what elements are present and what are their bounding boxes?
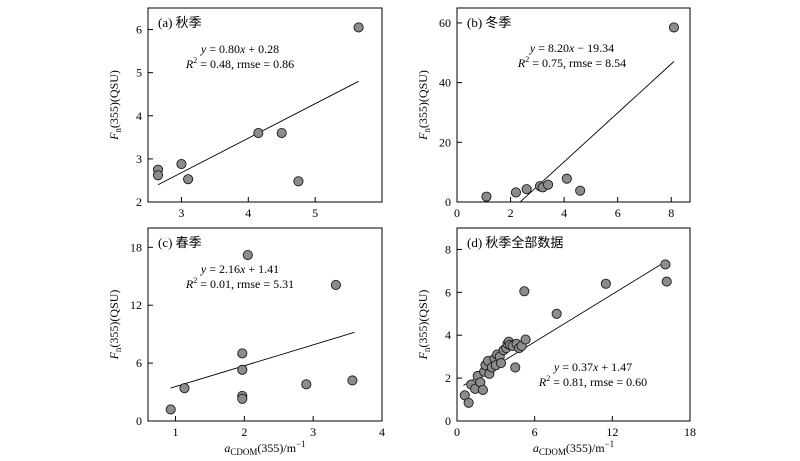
data-point <box>237 393 248 404</box>
fit-equation: y = 2.16x + 1.41 <box>200 262 279 276</box>
fit-statistics: R2 = 0.81, rmse = 0.60 <box>538 374 647 389</box>
y-tick-label: 8 <box>445 242 451 256</box>
x-tick-label: 5 <box>312 206 318 220</box>
regression-line <box>170 331 355 389</box>
data-point <box>237 364 248 375</box>
panel-title: (d) 秋季全部数据 <box>467 235 563 250</box>
panel-title: (a) 秋季 <box>158 15 202 30</box>
fit-equation: y = 0.37x + 1.47 <box>553 360 632 374</box>
data-point <box>510 187 521 198</box>
panel-title: (b) 冬季 <box>467 15 511 30</box>
data-point <box>519 286 530 297</box>
fit-statistics: R2 = 0.01, rmse = 5.31 <box>185 276 294 291</box>
data-point <box>347 375 358 386</box>
y-tick-label: 12 <box>130 298 142 312</box>
y-tick-label: 2 <box>445 371 451 385</box>
y-axis-label: Fn(355)(QSU) <box>416 290 432 361</box>
y-tick-label: 3 <box>136 152 142 166</box>
data-point <box>152 170 164 181</box>
x-tick-label: 12 <box>606 425 618 439</box>
panel-title: (c) 春季 <box>158 235 202 250</box>
y-tick-label: 0 <box>136 414 142 428</box>
x-tick-label: 2 <box>241 425 247 439</box>
data-point <box>463 397 474 408</box>
data-point <box>237 348 248 359</box>
data-point <box>575 185 586 196</box>
y-axis-label: Fn(355)(QSU) <box>416 70 432 141</box>
y-tick-label: 2 <box>136 195 142 209</box>
y-tick-label: 4 <box>136 109 142 123</box>
data-point <box>293 176 304 187</box>
data-point <box>495 358 507 369</box>
panel-d: 0 6 12 18 0 2 4 6 8 (d) 秋季全部数据 Fn(355)(QSU) aCDOM(3… <box>416 227 696 457</box>
y-tick-label: 18 <box>130 240 142 254</box>
x-tick-label: 2 <box>508 206 514 220</box>
data-point <box>242 249 253 261</box>
x-tick-label: 1 <box>173 425 179 439</box>
plot-frame <box>456 7 691 203</box>
data-point <box>276 127 287 139</box>
y-tick-label: 6 <box>136 356 142 370</box>
data-point <box>481 191 492 202</box>
data-point <box>661 276 672 287</box>
x-tick-label: 4 <box>379 425 385 439</box>
y-tick-label: 5 <box>136 66 142 80</box>
data-point <box>510 362 521 373</box>
y-tick-label: 4 <box>445 328 451 342</box>
x-tick-label: 4 <box>245 206 251 220</box>
x-tick-label: 8 <box>668 206 674 220</box>
x-tick-label: 18 <box>684 425 696 439</box>
fit-equation: y = 0.80x + 0.28 <box>200 42 279 56</box>
data-point <box>165 404 176 415</box>
data-point <box>477 384 488 395</box>
x-tick-label: 0 <box>454 425 460 439</box>
data-point <box>176 159 187 170</box>
data-point <box>253 127 264 139</box>
panel-a: 3 4 5 2 3 4 5 6 (a) 秋季 Fn(355)(QSU) y = 0.80x + 0.… <box>107 7 383 220</box>
regression-line <box>519 61 675 203</box>
x-tick-label: 3 <box>310 425 316 439</box>
x-tick-label: 4 <box>561 206 567 220</box>
data-point <box>330 279 341 290</box>
y-axis-label: Fn(355)(QSU) <box>107 70 123 141</box>
x-axis-label: aCDOM(355)/m−1 <box>533 439 614 457</box>
data-point <box>521 184 532 195</box>
data-point <box>301 379 312 390</box>
y-axis-label: Fn(355)(QSU) <box>107 290 123 361</box>
data-point <box>179 383 190 394</box>
y-tick-label: 20 <box>439 135 451 149</box>
y-tick-label: 6 <box>136 23 142 37</box>
data-point <box>353 22 364 33</box>
data-point <box>520 334 531 345</box>
data-point <box>561 173 572 184</box>
plot-frame <box>456 227 691 422</box>
x-tick-label: 0 <box>454 206 460 220</box>
x-tick-label: 3 <box>178 206 184 220</box>
y-tick-label: 0 <box>445 195 451 209</box>
data-point <box>543 179 554 190</box>
fit-equation: y = 8.20x − 19.34 <box>529 41 614 55</box>
y-tick-label: 0 <box>445 414 451 428</box>
data-point <box>668 22 679 33</box>
x-axis-label: aCDOM(355)/m−1 <box>224 439 305 457</box>
y-tick-label: 6 <box>445 285 451 299</box>
data-point <box>660 259 671 270</box>
fit-statistics: R2 = 0.48, rmse = 0.86 <box>185 56 294 71</box>
panel-b: 0 2 4 6 8 0 20 40 60 (b) 冬季 Fn(355)(QSU) y = 8.20x … <box>416 7 691 220</box>
y-tick-label: 40 <box>439 76 451 90</box>
data-point <box>551 308 562 319</box>
plot-frame <box>147 227 383 422</box>
x-tick-label: 6 <box>532 425 538 439</box>
y-tick-label: 60 <box>439 16 451 30</box>
fit-statistics: R2 = 0.75, rmse = 8.54 <box>517 55 626 70</box>
x-tick-label: 6 <box>615 206 621 220</box>
data-point <box>600 278 611 289</box>
plot-frame <box>147 7 383 203</box>
data-point <box>183 174 194 185</box>
